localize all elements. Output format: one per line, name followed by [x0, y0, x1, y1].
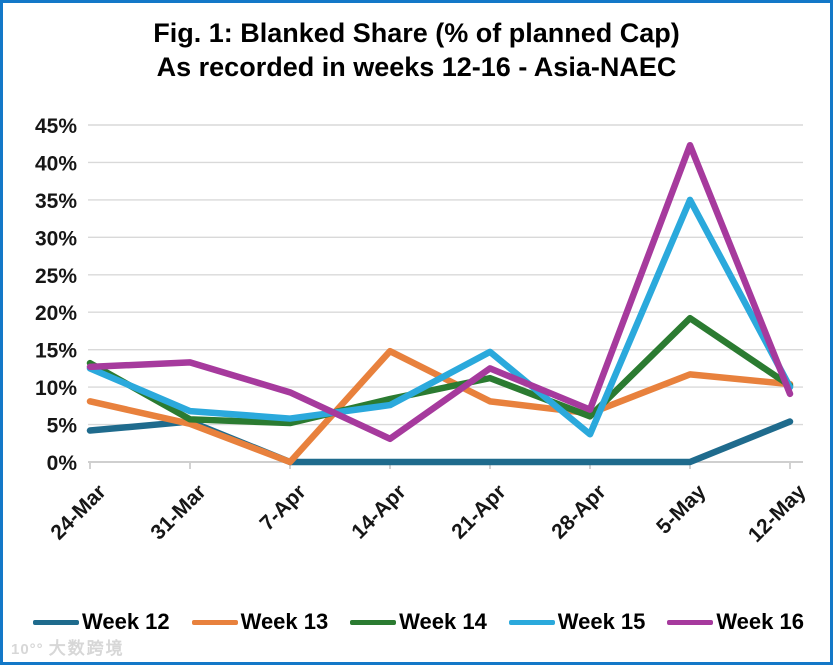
y-axis-label: 25%: [35, 265, 77, 288]
x-axis-label: 12-May: [744, 480, 811, 547]
legend-swatch-week-15: [508, 619, 555, 625]
series-week-15-line: [86, 196, 794, 438]
legend-label: Week 15: [557, 609, 646, 634]
y-axis-label: 20%: [35, 302, 77, 325]
watermark: 10°° 大数跨境: [11, 634, 125, 659]
y-axis-label: 10%: [35, 377, 77, 400]
y-axis-label: 5%: [47, 415, 78, 438]
y-axis-label: 0%: [47, 452, 78, 475]
legend-item-week-13: Week 13: [191, 609, 329, 635]
x-axis-label: 7-Apr: [255, 480, 310, 535]
legend-label: Week 14: [399, 609, 487, 634]
legend-item-week-16: Week 16: [667, 609, 804, 635]
x-axis-label: 21-Apr: [447, 480, 510, 543]
y-axis-label: 35%: [35, 190, 77, 213]
legend-label: Week 12: [82, 609, 170, 634]
chart-title: Fig. 1: Blanked Share (% of planned Cap)…: [3, 16, 830, 84]
x-axis-label: 5-May: [652, 480, 711, 539]
legend-item-week-12: Week 12: [33, 609, 170, 635]
x-axis-label: 24-Mar: [46, 480, 110, 544]
y-axis-label: 40%: [35, 152, 77, 175]
x-axis-label: 28-Apr: [547, 480, 610, 543]
legend-swatch-week-14: [350, 619, 397, 625]
line-chart-plot: 0% 5% 10% 15% 20% 25% 30% 35% 40% 45% 24-Mar 31-Mar…: [35, 115, 811, 547]
x-axis-label: 14-Apr: [347, 480, 410, 543]
chart-title-line2: As recorded in weeks 12-16 - Asia-NAEC: [156, 52, 677, 82]
x-axis-label: 31-Mar: [146, 480, 210, 544]
legend-label: Week 16: [716, 609, 804, 634]
legend-item-week-15: Week 15: [508, 609, 646, 635]
legend-item-week-14: Week 14: [350, 609, 487, 635]
chart-legend: Week 12 Week 13 Week 14 Week 15 Week 16: [33, 604, 804, 640]
y-axis-label: 15%: [35, 340, 77, 363]
legend-label: Week 13: [240, 609, 329, 634]
chart-title-line1: Fig. 1: Blanked Share (% of planned Cap): [153, 18, 680, 48]
y-axis-label: 45%: [35, 115, 77, 138]
series-week-16-line: [86, 141, 794, 443]
legend-swatch-week-13: [191, 619, 238, 625]
legend-swatch-week-12: [33, 619, 79, 625]
watermark-logo-icon: 10°°: [11, 641, 44, 658]
series-week-14-line: [86, 314, 794, 427]
legend-swatch-week-16: [667, 619, 714, 625]
watermark-text: 大数跨境: [48, 639, 125, 658]
y-axis-label: 30%: [35, 227, 77, 250]
